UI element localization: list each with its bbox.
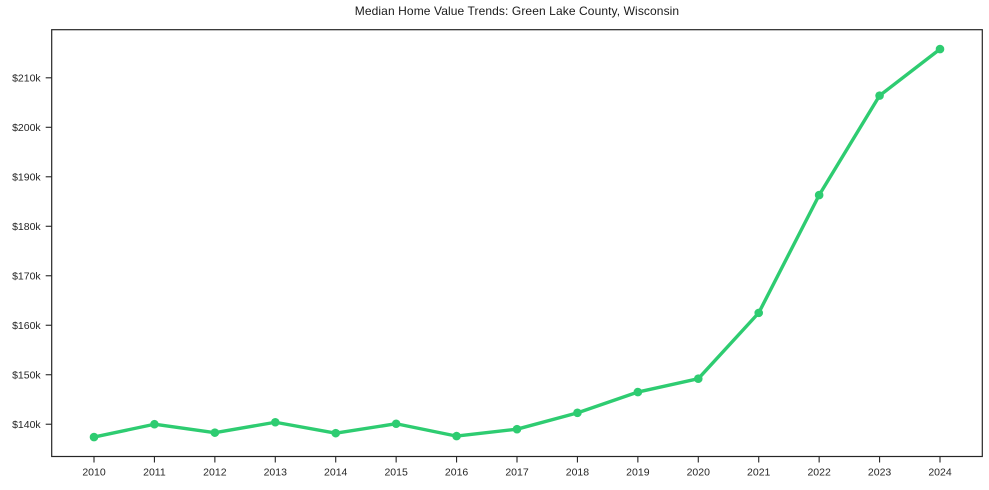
- data-point-marker: [754, 308, 764, 318]
- trend-line: [92, 47, 942, 439]
- x-tick-label: 2013: [264, 467, 288, 479]
- data-point-marker: [512, 424, 522, 434]
- data-point-marker: [875, 91, 884, 100]
- y-tick-label: $200k: [12, 122, 41, 134]
- x-tick-label: 2010: [82, 467, 106, 479]
- x-tick-label: 2015: [384, 467, 408, 479]
- x-tick-label: 2019: [626, 467, 650, 479]
- x-tick-label: 2023: [868, 467, 892, 479]
- x-tick-label: 2024: [928, 467, 952, 479]
- data-point-marker: [391, 419, 401, 429]
- y-tick-label: $190k: [12, 171, 41, 183]
- data-point-marker: [633, 387, 643, 397]
- x-tick-label: 2012: [203, 467, 227, 479]
- y-tick-label: $180k: [12, 221, 41, 233]
- data-point-marker: [150, 419, 159, 429]
- data-point-marker: [573, 408, 582, 418]
- data-point-marker: [270, 417, 280, 427]
- x-tick-label: 2022: [807, 467, 831, 479]
- y-tick-label: $140k: [12, 419, 41, 431]
- y-tick-label: $170k: [12, 270, 41, 282]
- x-tick-label: 2017: [505, 467, 529, 479]
- y-tick-label: $150k: [12, 369, 41, 381]
- data-point-marker: [935, 44, 945, 54]
- y-tick-label: $160k: [12, 320, 41, 332]
- y-tick-label: $210k: [12, 73, 41, 85]
- plot-border: [51, 29, 983, 458]
- data-point-marker: [693, 374, 703, 384]
- data-point-marker: [452, 431, 461, 441]
- x-tick-label: 2011: [143, 467, 166, 479]
- x-tick-label: 2014: [324, 467, 348, 479]
- data-point-marker: [210, 428, 220, 437]
- chart-title: Median Home Value Trends: Green Lake Cou…: [354, 4, 680, 18]
- x-tick-label: 2021: [747, 467, 771, 479]
- data-point-marker: [89, 432, 99, 442]
- data-point-marker: [331, 428, 341, 438]
- x-tick-label: 2020: [687, 467, 711, 479]
- x-tick-label: 2018: [566, 467, 590, 479]
- x-tick-label: 2016: [445, 467, 469, 479]
- data-point-marker: [814, 190, 824, 200]
